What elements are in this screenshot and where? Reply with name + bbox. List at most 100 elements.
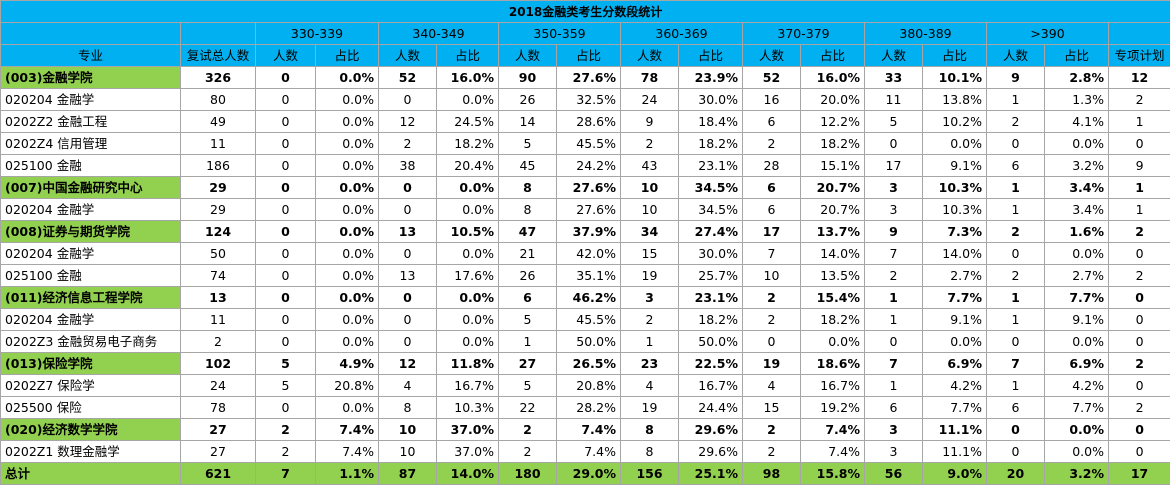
cell: 18.2%	[678, 132, 743, 155]
cell: 2	[864, 264, 923, 287]
column-header: 占比	[800, 44, 865, 67]
cell: 8	[498, 176, 557, 199]
column-header: 占比	[1044, 44, 1109, 67]
cell: 80	[180, 88, 256, 111]
group-header: 360-369	[620, 22, 743, 45]
cell: 7.4%	[800, 440, 865, 463]
column-header: 人数	[378, 44, 437, 67]
cell: 0	[986, 132, 1045, 155]
cell: 27.6%	[556, 176, 621, 199]
cell: 25.1%	[678, 462, 743, 485]
cell: 37.0%	[436, 440, 499, 463]
cell: 27	[180, 440, 256, 463]
cell: 3	[864, 198, 923, 221]
cell: 11.8%	[436, 352, 499, 375]
cell: 8	[620, 418, 679, 441]
cell: 0	[1107, 308, 1170, 331]
data-row: 020204 金融学 29 0 0.0% 0 0.0% 8 27.6% 10 34.5% 6 20.7…	[0, 198, 1170, 221]
major-name: (020)经济数学学院	[0, 418, 181, 441]
cell: 0.0%	[436, 330, 499, 353]
group-header: >390	[986, 22, 1109, 45]
cell: 26	[498, 264, 557, 287]
group-row: (011)经济信息工程学院 13 0 0.0% 0 0.0% 6 46.2% 3 23.1% 2 15…	[0, 286, 1170, 309]
cell: 326	[180, 66, 256, 89]
cell: 23.1%	[678, 286, 743, 309]
cell: 24	[180, 374, 256, 397]
cell: 0	[378, 242, 437, 265]
cell: 0	[986, 330, 1045, 353]
cell: 0	[255, 154, 316, 177]
cell: 50.0%	[678, 330, 743, 353]
cell: 16.0%	[800, 66, 865, 89]
cell: 7	[864, 242, 923, 265]
cell: 29.6%	[678, 440, 743, 463]
cell: 621	[180, 462, 256, 485]
cell: 46.2%	[556, 286, 621, 309]
cell: 42.0%	[556, 242, 621, 265]
cell: 9.1%	[922, 154, 987, 177]
cell: 6	[986, 396, 1045, 419]
group-header: 330-339	[255, 22, 379, 45]
cell: 0.0%	[315, 198, 379, 221]
cell: 29	[180, 198, 256, 221]
cell: 12	[1107, 66, 1170, 89]
cell: 2	[620, 132, 679, 155]
cell: 34.5%	[678, 198, 743, 221]
cell: 29.6%	[678, 418, 743, 441]
cell: 4.2%	[1044, 374, 1109, 397]
cell: 28.6%	[556, 110, 621, 133]
major-name: 025100 金融	[0, 154, 181, 177]
cell: 9	[1107, 154, 1170, 177]
major-name: 0202Z1 数理金融学	[0, 440, 181, 463]
cell: 9.1%	[922, 308, 987, 331]
cell: 18.2%	[678, 308, 743, 331]
cell: 45.5%	[556, 308, 621, 331]
cell: 1	[1107, 110, 1170, 133]
cell: 18.2%	[436, 132, 499, 155]
column-header: 占比	[315, 44, 379, 67]
cell: 10	[378, 418, 437, 441]
cell: 0	[742, 330, 801, 353]
cell: 0.0%	[436, 176, 499, 199]
cell: 0	[1107, 330, 1170, 353]
column-header: 复试总人数	[180, 44, 256, 67]
cell: 10.1%	[922, 66, 987, 89]
cell: 15	[742, 396, 801, 419]
cell: 14.0%	[800, 242, 865, 265]
major-name: 总计	[0, 462, 181, 485]
column-header: 人数	[742, 44, 801, 67]
cell: 29.0%	[556, 462, 621, 485]
cell: 7	[255, 462, 316, 485]
cell: 14.0%	[922, 242, 987, 265]
cell: 0.0%	[1044, 132, 1109, 155]
cell: 11	[180, 308, 256, 331]
cell: 0	[255, 396, 316, 419]
cell: 6	[742, 110, 801, 133]
cell: 11.1%	[922, 440, 987, 463]
cell: 5	[498, 374, 557, 397]
cell: 4	[620, 374, 679, 397]
cell: 0.0%	[315, 66, 379, 89]
cell: 52	[378, 66, 437, 89]
cell: 11.1%	[922, 418, 987, 441]
cell: 24.4%	[678, 396, 743, 419]
cell: 78	[180, 396, 256, 419]
cell: 26.5%	[556, 352, 621, 375]
data-row: 0202Z2 金融工程 49 0 0.0% 12 24.5% 14 28.6% 9 18.4% 6 1…	[0, 110, 1170, 133]
cell: 10.3%	[436, 396, 499, 419]
cell: 7	[742, 242, 801, 265]
cell: 0.0%	[1044, 330, 1109, 353]
cell: 0	[255, 264, 316, 287]
cell: 0.0%	[800, 330, 865, 353]
cell: 5	[498, 132, 557, 155]
cell: 0.0%	[315, 176, 379, 199]
cell: 27.6%	[556, 198, 621, 221]
data-row: 025100 金融 74 0 0.0% 13 17.6% 26 35.1% 19 25.7% 10 1…	[0, 264, 1170, 287]
cell: 6	[742, 198, 801, 221]
major-name: 020204 金融学	[0, 308, 181, 331]
cell: 27.4%	[678, 220, 743, 243]
cell: 4.9%	[315, 352, 379, 375]
major-name: (008)证券与期货学院	[0, 220, 181, 243]
cell: 2	[742, 440, 801, 463]
group-row: (020)经济数学学院 27 2 7.4% 10 37.0% 2 7.4% 8 29.6% 2 7.4…	[0, 418, 1170, 441]
